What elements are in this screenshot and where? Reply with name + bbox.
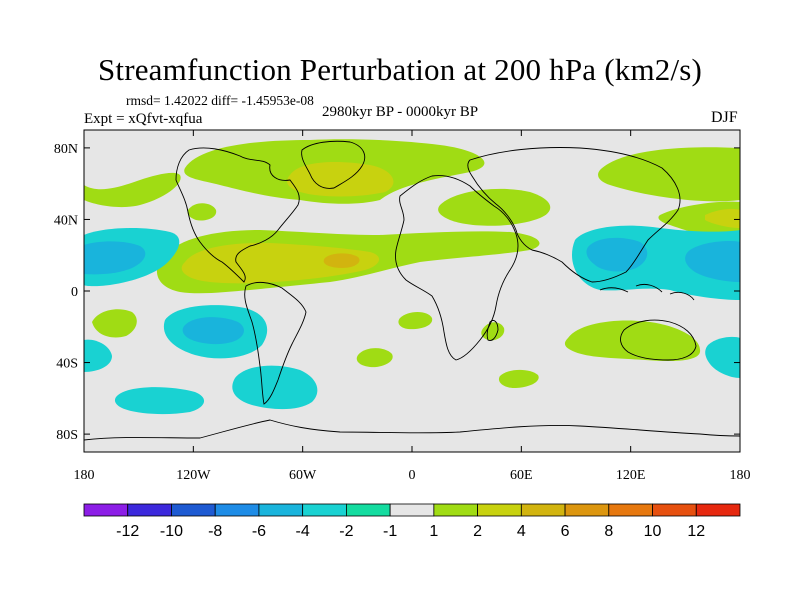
contour-positive-northeast-pacific [84, 172, 181, 208]
x-tick-label: 120E [616, 468, 646, 483]
contour-minus4-central-pacific [685, 240, 740, 282]
contour-positive-europe [438, 188, 551, 226]
coastline-maritime-continent [599, 283, 695, 301]
colorbar-label: 2 [473, 523, 482, 540]
coastline-greenland [301, 140, 366, 189]
contour-4to6-atlantic [323, 253, 360, 268]
coastline-antarctica [84, 419, 740, 441]
colorbar-label: 4 [517, 523, 526, 540]
x-tick-label: 60E [510, 468, 533, 483]
contour-2to4-greenland [287, 162, 394, 197]
y-tick-label: 80N [54, 142, 78, 157]
colorbar-label: -12 [116, 523, 139, 540]
coastline-north-america [175, 147, 300, 283]
colorbar: -12 -10 -8 -6 -4 -2 -1 1 2 4 6 8 10 12 [83, 503, 741, 540]
contour-positive-west-atlantic-small [187, 203, 217, 221]
contour-positive-south-atlantic-small [398, 312, 433, 330]
colorbar-label: -10 [160, 523, 183, 540]
contour-minus4-south-pacific [182, 317, 244, 345]
colorbar-swatch [433, 503, 479, 517]
colorbar-swatch [302, 503, 347, 517]
contour-positive-south-indian [498, 369, 539, 388]
x-tick-label: 180 [74, 468, 95, 483]
contour-minus4-west-pacific [586, 237, 648, 272]
colorbar-swatch [695, 503, 741, 517]
season-label: DJF [711, 109, 738, 126]
colorbar-swatch [171, 503, 216, 517]
y-tick-label: 0 [71, 285, 78, 300]
colorbar-swatch [258, 503, 304, 517]
x-tick-label: 120W [176, 468, 211, 483]
colorbar-label: 8 [604, 523, 613, 540]
contour-negative-southern-ocean-left [114, 387, 205, 415]
colorbar-label: -6 [252, 523, 266, 540]
colorbar-swatch [564, 503, 610, 517]
coastline-south-america [244, 281, 307, 405]
colorbar-label: 1 [429, 523, 438, 540]
coastline-madagascar [486, 319, 499, 341]
y-tick-label: 80S [56, 428, 78, 443]
colorbar-label: -2 [339, 523, 353, 540]
colorbar-swatch [214, 503, 260, 517]
chart-title: Streamfunction Perturbation at 200 hPa (… [97, 52, 703, 87]
colorbar-label: 6 [561, 523, 570, 540]
colorbar-swatch [389, 503, 435, 517]
coastline-asia [467, 147, 681, 283]
colorbar-label: 10 [644, 523, 662, 540]
coastline-europe-africa [395, 175, 519, 361]
contour-negative-southwest-pacific-edge [84, 339, 112, 372]
y-tick-label: 40N [54, 213, 78, 228]
period-label: 2980kyr BP - 0000kyr BP [322, 104, 479, 120]
colorbar-swatch [127, 503, 172, 517]
colorbar-label: -4 [296, 523, 310, 540]
x-tick-label: 0 [409, 468, 416, 483]
colorbar-swatch [652, 503, 697, 517]
contour-2to4-east-asia-north [705, 208, 740, 228]
colorbar-label: -1 [383, 523, 397, 540]
colorbar-swatch [477, 503, 522, 517]
colorbar-swatch [83, 503, 129, 517]
colorbar-swatch [608, 503, 653, 517]
coastline-australia [620, 319, 697, 361]
rmsd-diff-stats: rmsd= 1.42022 diff= -1.45953e-08 [126, 93, 314, 108]
colorbar-label: 12 [687, 523, 705, 540]
contour-positive-australia [564, 320, 701, 362]
contour-positive-southeast-pacific [92, 309, 137, 338]
contour-field [84, 139, 740, 441]
contour-minus4-north-pacific [84, 241, 146, 275]
x-tick-label: 180 [730, 468, 751, 483]
x-axis: 180 120W 60W 0 60E 120E 180 [74, 130, 751, 483]
coastlines [84, 140, 740, 441]
x-tick-label: 60W [289, 468, 317, 483]
colorbar-swatch [345, 503, 391, 517]
colorbar-label: -8 [208, 523, 222, 540]
colorbar-swatch [520, 503, 566, 517]
contour-negative-tasman [705, 336, 740, 378]
contour-2to4-atlantic [181, 242, 380, 284]
contour-positive-south-atlantic-2 [356, 348, 393, 368]
experiment-label: Expt = xQfvt-xqfua [84, 111, 203, 127]
y-tick-label: 40S [56, 357, 78, 372]
y-axis: 80N 40N 0 40S 80S [54, 142, 740, 443]
